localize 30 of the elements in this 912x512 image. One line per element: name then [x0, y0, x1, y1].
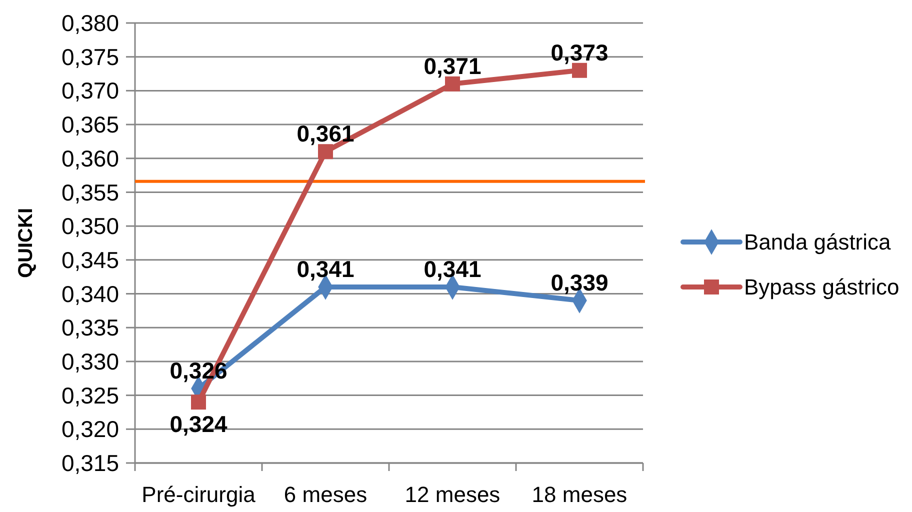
data-label: 0,324	[170, 411, 228, 438]
y-tick-label: 0,365	[61, 112, 119, 138]
y-tick-label: 0,375	[61, 44, 119, 70]
data-label: 0,371	[424, 52, 482, 79]
y-tick-label: 0,360	[61, 145, 119, 172]
y-tick-label: 0,345	[61, 246, 119, 273]
data-label: 0,373	[550, 39, 608, 66]
point	[191, 394, 206, 410]
y-tick-label: 0,330	[61, 348, 119, 375]
y-axis-title: QUICKI	[15, 208, 37, 278]
y-tick-label: 0,380	[61, 10, 119, 36]
y-tick-label: 0,320	[61, 416, 119, 442]
data-label: 0,341	[424, 256, 482, 282]
x-tick-label: 18 meses	[532, 482, 628, 507]
data-label: 0,361	[296, 120, 354, 147]
y-tick-label: 0,370	[61, 78, 119, 104]
y-tick-label: 0,350	[61, 213, 119, 240]
legend-label: Banda gástrica	[744, 230, 892, 255]
x-tick-label: 12 meses	[404, 482, 500, 507]
y-tick-label: 0,335	[61, 314, 119, 341]
data-label: 0,339	[550, 270, 608, 296]
legend-label: Bypass gástrico	[744, 274, 900, 300]
x-tick-label: 6 meses	[284, 482, 368, 507]
y-tick-label: 0,325	[61, 382, 119, 408]
point	[318, 144, 333, 160]
y-tick-label: 0,340	[61, 280, 119, 307]
y-tick-label: 0,355	[61, 179, 119, 206]
y-tick-label: 0,315	[61, 450, 119, 476]
x-tick-label: Pré-cirurgia	[142, 482, 256, 507]
data-label: 0,341	[296, 256, 354, 282]
